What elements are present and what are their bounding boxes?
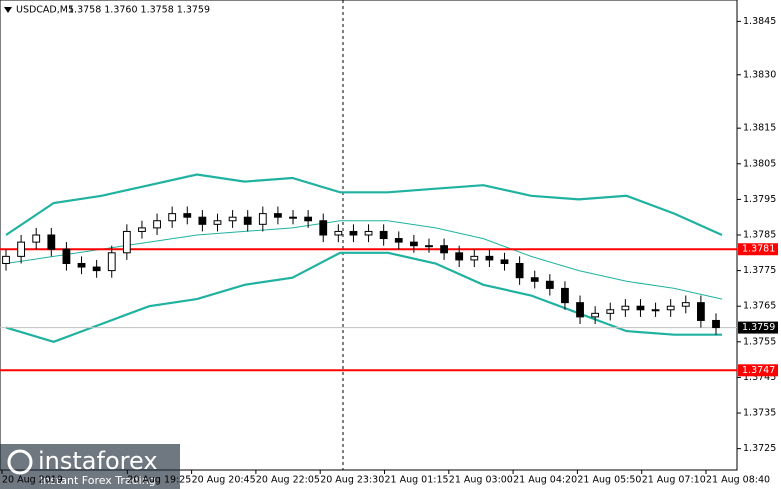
tagline: Instant Forex Trading — [40, 474, 156, 487]
candle-body — [258, 213, 267, 225]
price-tag — [738, 321, 778, 334]
y-tick-label: 1.3785 — [743, 230, 776, 241]
y-tick-label: 1.3745 — [743, 372, 776, 383]
candle-body — [213, 220, 222, 225]
logo-icon — [7, 449, 33, 475]
watermark: instaforex Instant Forex Trading — [0, 444, 180, 489]
y-tick-label: 1.3775 — [743, 265, 776, 276]
candle-body — [621, 305, 630, 311]
candle-body — [168, 213, 177, 222]
symbol: USDCAD,M5 — [16, 5, 74, 16]
candle-body — [2, 255, 10, 264]
candle-body — [62, 248, 71, 264]
x-tick-label: 20 Aug 2019 — [2, 475, 63, 486]
candle-body — [198, 216, 207, 225]
candle-body — [122, 230, 131, 254]
candle-body — [712, 319, 720, 329]
candle-body — [651, 309, 660, 312]
candle-body — [666, 305, 675, 311]
y-tick-label: 1.3815 — [743, 123, 776, 134]
quote: 1.3758 1.3760 1.3758 1.3759 — [68, 5, 210, 16]
x-tick-label: 21 Aug 03:00 — [449, 475, 513, 486]
price-label: 1.3759 — [742, 322, 775, 333]
level-tag — [738, 364, 778, 377]
candle-body — [636, 305, 645, 311]
x-tick-label: 21 Aug 01:15 — [385, 475, 449, 486]
y-tick-label: 1.3845 — [743, 16, 776, 27]
candle-body — [606, 309, 615, 314]
candle-body — [17, 241, 26, 257]
candle-body — [425, 245, 433, 248]
x-tick-label: 20 Aug 20:45 — [192, 475, 256, 486]
candle-body — [183, 213, 192, 218]
y-tick-label: 1.3735 — [743, 408, 776, 419]
candle-body — [349, 230, 358, 236]
level-tag — [738, 243, 778, 256]
x-tick-label: 20 Aug 23:30 — [320, 475, 384, 486]
candle-body — [455, 252, 464, 261]
y-tick-label: 1.3755 — [743, 336, 776, 347]
y-tick-label: 1.3725 — [743, 443, 776, 454]
candle-body — [289, 216, 297, 219]
candle-body — [561, 287, 569, 304]
x-tick-label: 21 Aug 07:10 — [642, 475, 706, 486]
y-tick-label: 1.3805 — [743, 158, 776, 169]
bollinger-band — [5, 251, 722, 343]
x-tick-label: 21 Aug 08:40 — [706, 475, 770, 486]
candle-body — [500, 259, 509, 264]
candle-body — [334, 230, 343, 236]
candle-body — [364, 230, 373, 236]
candle-body — [274, 213, 282, 218]
candle-body — [379, 230, 388, 240]
candle-body — [153, 220, 161, 229]
candle-body — [92, 266, 101, 272]
candle-body — [485, 255, 494, 261]
candle-body — [47, 234, 56, 250]
y-tick-label: 1.3830 — [743, 69, 776, 80]
menu-arrow — [4, 7, 12, 13]
candle-body — [681, 302, 690, 307]
candle-body — [470, 255, 479, 261]
y-tick-label: 1.3765 — [743, 301, 776, 312]
candle-body — [515, 262, 524, 279]
candle-body — [409, 241, 418, 247]
candle-body — [138, 227, 146, 232]
candle-body — [576, 302, 584, 318]
candle-body — [440, 245, 448, 254]
candle-body — [319, 220, 328, 236]
candle-body — [107, 252, 116, 272]
level-label: 1.3747 — [742, 365, 775, 376]
bollinger-band — [5, 173, 723, 237]
marks — [0, 173, 737, 372]
candle-body — [243, 216, 252, 225]
x-tick-label: 20 Aug 19:25 — [127, 475, 191, 486]
x-tick-label: 20 Aug 22:05 — [256, 475, 320, 486]
candle-body — [545, 280, 554, 289]
candle-body — [591, 312, 600, 318]
candle-body — [530, 277, 539, 282]
level-label: 1.3781 — [742, 244, 775, 255]
candle-body — [228, 216, 237, 222]
candle-body — [77, 262, 86, 268]
x-tick-label: 21 Aug 05:50 — [577, 475, 641, 486]
y-tick-label: 1.3795 — [743, 194, 776, 205]
candle-body — [696, 302, 705, 321]
candle-body — [394, 238, 403, 243]
candle-body — [32, 234, 41, 243]
candle-body — [304, 216, 313, 222]
brand: instaforex — [38, 447, 158, 475]
x-tick-label: 21 Aug 04:20 — [513, 475, 577, 486]
